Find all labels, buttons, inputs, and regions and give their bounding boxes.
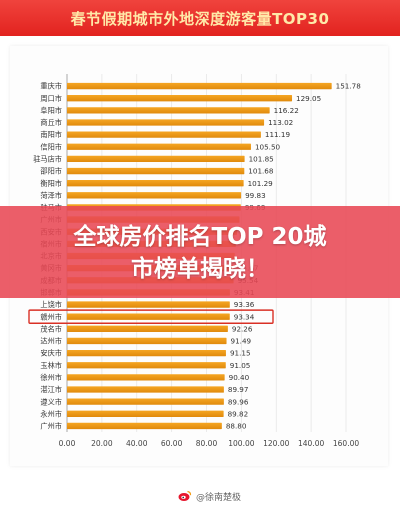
watermark: @徐南楚极 (178, 488, 241, 504)
data-label: 88.80 (226, 422, 247, 431)
y-tick-label: 茂名市 (40, 324, 62, 333)
highlight-box (28, 309, 274, 324)
headline-line-1: 全球房价排名TOP 20城 (73, 224, 327, 250)
bar (67, 192, 242, 199)
data-label: 90.40 (229, 373, 250, 382)
watermark-text: @徐南楚极 (196, 492, 242, 503)
y-tick-label: 遵义市 (40, 397, 62, 406)
y-tick-label: 玉林市 (40, 361, 62, 370)
y-tick-label: 重庆市 (40, 82, 62, 91)
y-tick-label: 广州市 (40, 422, 62, 431)
bar (67, 422, 222, 430)
data-label: 91.49 (231, 337, 252, 346)
bar (67, 398, 224, 405)
bar (67, 325, 228, 332)
bar (67, 155, 245, 163)
y-tick-label: 阜阳市 (40, 106, 62, 115)
data-label: 105.50 (255, 142, 281, 151)
bar (67, 167, 245, 175)
headline-line-2: 市榜单揭晓！ (131, 256, 269, 282)
y-tick-label: 衡阳市 (40, 179, 62, 188)
x-tick-label: 100.00 (228, 439, 254, 448)
y-tick-label: 赣州市 (40, 312, 62, 321)
x-tick-label: 120.00 (263, 439, 289, 448)
y-tick-label: 周口市 (40, 94, 62, 103)
x-tick-label: 0.00 (59, 439, 76, 448)
data-label: 101.85 (249, 154, 274, 163)
data-label: 101.68 (248, 167, 274, 176)
data-label: 93.36 (234, 300, 255, 309)
data-label: 101.29 (248, 179, 274, 188)
x-tick-label: 80.00 (196, 439, 218, 448)
bar (67, 180, 244, 187)
data-label: 99.83 (245, 191, 266, 200)
y-tick-label: 安庆市 (40, 349, 62, 358)
data-label: 151.78 (336, 82, 362, 91)
y-tick-label: 邵阳市 (40, 167, 62, 176)
x-tick-label: 40.00 (126, 439, 148, 448)
headline-text: 全球房价排名TOP 20城 市榜单揭晓！ (0, 221, 400, 285)
bar (67, 410, 224, 417)
data-label: 116.22 (274, 106, 299, 115)
data-label: 91.05 (230, 361, 251, 370)
x-tick-label: 140.00 (298, 439, 324, 448)
data-label: 92.26 (232, 324, 253, 333)
y-tick-label: 驻马店市 (33, 154, 62, 163)
x-tick-label: 20.00 (91, 439, 113, 448)
bar (67, 337, 227, 345)
y-tick-label: 湛江市 (40, 385, 62, 394)
data-label: 93.34 (234, 312, 255, 321)
y-tick-label: 信阳市 (40, 142, 62, 151)
data-label: 89.97 (228, 385, 249, 394)
weibo-icon (178, 490, 192, 501)
data-label: 113.02 (268, 118, 293, 127)
x-tick-label: 160.00 (333, 439, 359, 448)
y-tick-label: 徐州市 (40, 373, 62, 382)
y-tick-label: 商丘市 (40, 118, 62, 127)
headline-banner[interactable]: 全球房价排名TOP 20城 市榜单揭晓！ (0, 206, 400, 298)
bar (67, 374, 225, 381)
data-label: 129.05 (296, 94, 321, 103)
y-tick-label: 达州市 (40, 337, 62, 346)
y-tick-label: 南阳市 (40, 130, 62, 139)
y-tick-label: 上饶市 (40, 300, 62, 309)
header-bar: 春节假期城市外地深度游客量TOP30 (0, 0, 400, 36)
bar (67, 131, 261, 138)
bar (67, 362, 226, 369)
bar (67, 349, 226, 357)
bar (67, 301, 230, 308)
x-tick-label: 60.00 (161, 439, 183, 448)
data-label: 91.15 (230, 349, 251, 358)
bar (67, 119, 265, 126)
chart-title: 春节假期城市外地深度游客量TOP30 (70, 10, 330, 28)
data-label: 89.96 (228, 397, 249, 406)
bar (67, 143, 251, 150)
bar (67, 107, 270, 114)
y-tick-label: 菏泽市 (40, 191, 62, 200)
y-tick-label: 永州市 (40, 409, 62, 418)
data-label: 111.19 (265, 130, 291, 139)
bar (67, 95, 293, 102)
data-label: 89.82 (228, 409, 249, 418)
bar (67, 313, 230, 320)
bar (67, 82, 332, 90)
bar (67, 386, 224, 393)
